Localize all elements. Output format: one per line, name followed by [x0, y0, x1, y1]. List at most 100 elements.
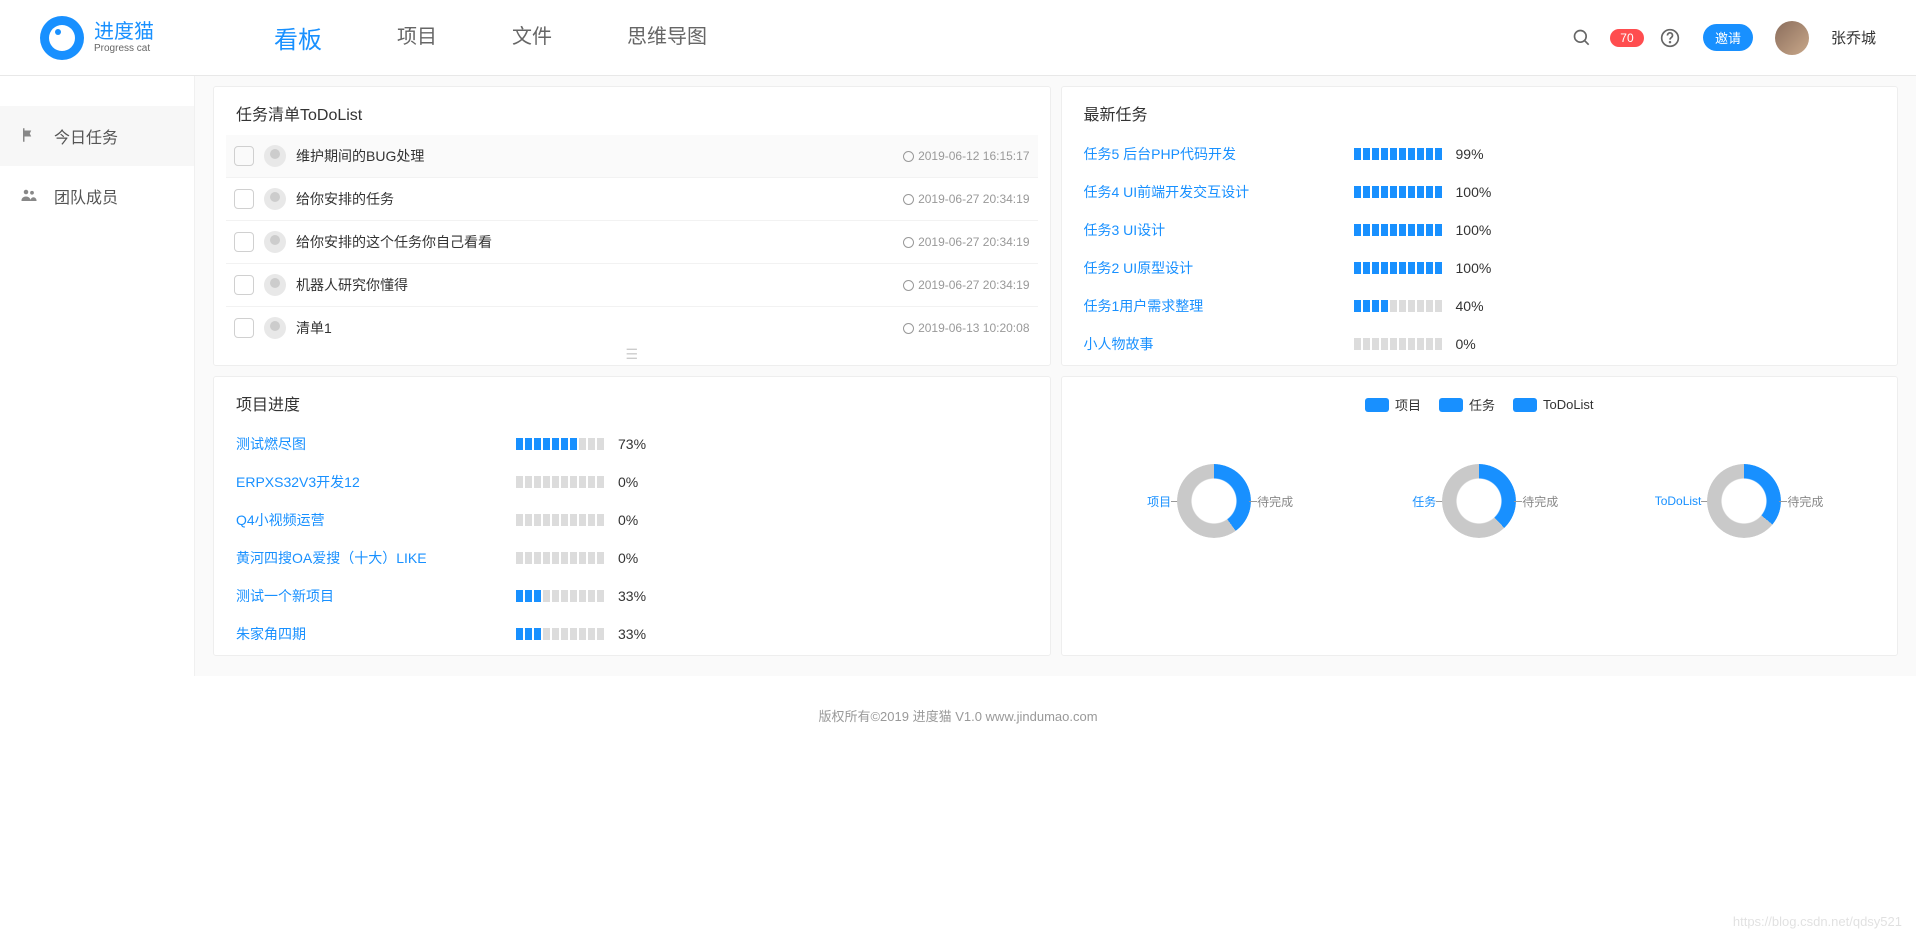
progress-item-link[interactable]: 朱家角四期 [236, 624, 516, 644]
latest-panel-title: 最新任务 [1062, 87, 1898, 135]
progress-percent: 0% [618, 550, 663, 566]
todo-timestamp: 2019-06-12 16:15:17 [903, 149, 1029, 163]
progress-bar [1354, 262, 1442, 274]
progress-row: ERPXS32V3开发12 0% [226, 463, 1038, 501]
progress-row: Q4小视频运营 0% [226, 501, 1038, 539]
logo-icon [40, 16, 84, 60]
project-progress-list: 测试燃尽图 73% ERPXS32V3开发12 0% Q4小视频运营 0% 黄河四搜OA爱搜… [214, 425, 1050, 655]
donut-label: 任务 [1412, 493, 1436, 510]
legend-item: 项目 [1365, 395, 1421, 414]
progress-item-link[interactable]: 小人物故事 [1084, 334, 1354, 354]
todo-panel-title: 任务清单ToDoList [214, 87, 1050, 135]
progress-item-link[interactable]: 任务4 UI前端开发交互设计 [1084, 182, 1354, 202]
progress-percent: 73% [618, 436, 663, 452]
progress-bar [516, 476, 604, 488]
progress-row: 朱家角四期33% [226, 615, 1038, 653]
progress-percent: 100% [1456, 184, 1501, 200]
sidebar-item-1[interactable]: 团队成员 [0, 166, 194, 226]
progress-item-link[interactable]: 任务5 后台PHP代码开发 [1084, 144, 1354, 164]
progress-percent: 99% [1456, 146, 1501, 162]
todo-title: 给你安排的这个任务你自己看看 [296, 232, 903, 252]
help-icon[interactable] [1659, 27, 1681, 49]
chart-legend: 项目任务ToDoList [1072, 387, 1888, 444]
progress-item-link[interactable]: 任务3 UI设计 [1084, 220, 1354, 240]
donut-chart: 任务待完成 [1442, 464, 1516, 538]
latest-task-list: 任务5 后台PHP代码开发 99% 任务4 UI前端开发交互设计 100% 任务3 UI… [1062, 135, 1898, 365]
sidebar-item-0[interactable]: 今日任务 [0, 106, 194, 166]
notifications-button[interactable]: 70 [1615, 27, 1637, 49]
resize-handle-icon[interactable]: ☰ [214, 344, 1050, 365]
progress-percent: 33% [618, 588, 663, 604]
assignee-avatar-icon [264, 317, 286, 339]
progress-row: 测试一个新项目 33% [226, 577, 1038, 615]
progress-bar [516, 590, 604, 602]
clock-icon [903, 280, 914, 291]
legend-swatch-icon [1513, 398, 1537, 412]
todo-row[interactable]: 给你安排的任务2019-06-27 20:34:19 [226, 177, 1038, 220]
donut-label: ToDoList [1655, 494, 1702, 508]
clock-icon [903, 237, 914, 248]
progress-bar [516, 438, 604, 450]
progress-item-link[interactable]: 黄河四搜OA爱搜（十大）LIKE [236, 548, 516, 568]
donut-rest-label: 待完成 [1522, 493, 1558, 510]
assignee-avatar-icon [264, 274, 286, 296]
nav-item-0[interactable]: 看板 [274, 20, 322, 55]
sidebar-item-label: 团队成员 [54, 184, 118, 208]
todo-checkbox[interactable] [234, 275, 254, 295]
progress-bar [516, 552, 604, 564]
nav-item-2[interactable]: 文件 [512, 20, 552, 55]
progress-percent: 0% [618, 474, 663, 490]
project-progress-panel: 项目进度 测试燃尽图 73% ERPXS32V3开发12 0% Q4小视频运营 0% 黄河四… [213, 376, 1051, 656]
todo-row[interactable]: 清单12019-06-13 10:20:08 [226, 306, 1038, 344]
donut-rest-label: 待完成 [1787, 493, 1823, 510]
progress-bar [1354, 186, 1442, 198]
todo-checkbox[interactable] [234, 189, 254, 209]
progress-row: 任务4 UI前端开发交互设计 100% [1074, 173, 1886, 211]
todo-row[interactable]: 机器人研究你懂得2019-06-27 20:34:19 [226, 263, 1038, 306]
legend-item: ToDoList [1513, 395, 1594, 414]
watermark-text: https://blog.csdn.net/qdsy521 [1733, 914, 1902, 929]
brand-logo[interactable]: 进度猫 Progress cat [40, 16, 154, 60]
username-label[interactable]: 张乔城 [1831, 27, 1876, 48]
progress-row: 任务1用户需求整理 40% [1074, 287, 1886, 325]
user-avatar[interactable] [1775, 21, 1809, 55]
todo-title: 维护期间的BUG处理 [296, 146, 903, 166]
notification-badge: 70 [1610, 29, 1643, 47]
todo-title: 给你安排的任务 [296, 189, 903, 209]
flag-icon [20, 126, 40, 146]
invite-button[interactable]: 邀请 [1703, 24, 1753, 51]
todo-row[interactable]: 给你安排的这个任务你自己看看2019-06-27 20:34:19 [226, 220, 1038, 263]
progress-item-link[interactable]: 测试一个新项目 [236, 586, 516, 606]
progress-row: 小人物故事0% [1074, 325, 1886, 363]
progress-panel-title: 项目进度 [214, 377, 1050, 425]
nav-item-1[interactable]: 项目 [397, 20, 437, 55]
todo-checkbox[interactable] [234, 318, 254, 338]
progress-item-link[interactable]: Q4小视频运营 [236, 510, 516, 530]
donut-chart: 项目待完成 [1177, 464, 1251, 538]
nav-item-3[interactable]: 思维导图 [627, 20, 707, 55]
progress-percent: 0% [618, 512, 663, 528]
todo-row[interactable]: 维护期间的BUG处理2019-06-12 16:15:17 [226, 135, 1038, 177]
progress-row: 任务2 UI原型设计 100% [1074, 249, 1886, 287]
progress-item-link[interactable]: 任务1用户需求整理 [1084, 296, 1354, 316]
legend-swatch-icon [1439, 398, 1463, 412]
progress-percent: 100% [1456, 260, 1501, 276]
progress-percent: 100% [1456, 222, 1501, 238]
progress-item-link[interactable]: 任务2 UI原型设计 [1084, 258, 1354, 278]
progress-item-link[interactable]: ERPXS32V3开发12 [236, 472, 516, 492]
donut-charts: 项目待完成任务待完成ToDoList待完成 [1072, 444, 1888, 558]
progress-bar [1354, 338, 1442, 350]
dashboard-grid: 任务清单ToDoList 维护期间的BUG处理2019-06-12 16:15:… [195, 76, 1916, 676]
donut-chart: ToDoList待完成 [1707, 464, 1781, 538]
search-icon[interactable] [1571, 27, 1593, 49]
progress-row: 进度猫系统上线前开发计划89% [226, 653, 1038, 655]
progress-row: 测试燃尽图 73% [226, 425, 1038, 463]
progress-percent: 40% [1456, 298, 1501, 314]
donut-rest-label: 待完成 [1257, 493, 1293, 510]
todo-checkbox[interactable] [234, 232, 254, 252]
todo-checkbox[interactable] [234, 146, 254, 166]
sidebar-item-label: 今日任务 [54, 124, 118, 148]
brand-name-cn: 进度猫 [94, 21, 154, 43]
progress-item-link[interactable]: 测试燃尽图 [236, 434, 516, 454]
latest-tasks-panel: 最新任务 任务5 后台PHP代码开发99%任务4 UI前端开发交互设计100%任… [1061, 86, 1899, 366]
